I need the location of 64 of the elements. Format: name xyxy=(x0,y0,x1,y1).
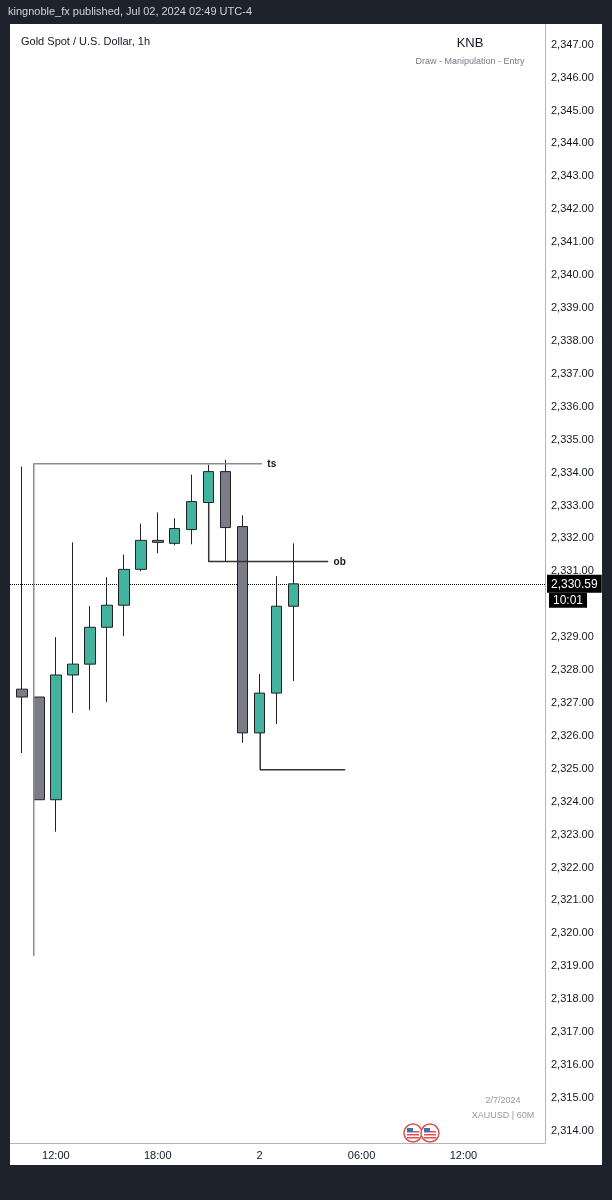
y-tick-label: 2,324.00 xyxy=(551,794,594,807)
x-tick-label: 18:00 xyxy=(144,1148,172,1161)
annotation: XAUUSD | 60M xyxy=(471,1109,535,1120)
y-tick-label: 2,322.00 xyxy=(551,860,594,873)
annotation: KNB xyxy=(456,35,484,50)
candlestick xyxy=(67,541,79,714)
text: kingnoble_fx published, Jul 02, 2024 02:49 UTC-4 xyxy=(8,5,252,17)
y-tick-label: 2,340.00 xyxy=(551,268,594,281)
annotation: ob xyxy=(333,555,346,567)
y-tick-label: 2,342.00 xyxy=(551,202,594,215)
candlestick xyxy=(254,673,265,734)
y-tick-label: 2,337.00 xyxy=(551,366,594,379)
candlestick xyxy=(169,517,180,546)
annotation: Draw - Manipulation - Entry xyxy=(415,55,526,66)
candlestick xyxy=(84,605,96,711)
text: Gold Spot / U.S. Dollar, 1h xyxy=(21,34,151,47)
text: 10:01 xyxy=(553,592,584,607)
candlestick xyxy=(271,575,282,725)
candlestick xyxy=(16,466,28,754)
y-tick-label: 2,328.00 xyxy=(551,663,594,676)
y-tick-label: 2,344.00 xyxy=(551,136,594,149)
y-tick-label: 2,339.00 xyxy=(551,301,594,314)
y-tick-label: 2,343.00 xyxy=(551,169,594,182)
candlestick xyxy=(237,514,248,744)
y-tick-label: 2,314.00 xyxy=(551,1123,594,1136)
y-tick-label: 2,347.00 xyxy=(551,37,594,50)
x-tick-label: 06:00 xyxy=(347,1148,376,1161)
x-tick-label: 12:00 xyxy=(449,1148,478,1161)
candlestick xyxy=(135,523,147,572)
y-tick-label: 2,332.00 xyxy=(551,531,594,544)
y-tick-label: 2,323.00 xyxy=(551,827,594,840)
y-tick-label: 2,346.00 xyxy=(551,70,594,83)
ref-line-label: 2,330.59 xyxy=(551,576,599,591)
y-tick-label: 2,319.00 xyxy=(551,959,594,972)
y-tick-label: 2,345.00 xyxy=(551,103,594,116)
candlestick xyxy=(288,542,299,682)
y-tick-label: 2,336.00 xyxy=(551,399,594,412)
candlestick xyxy=(186,474,197,545)
x-tick-label: 2 xyxy=(256,1148,263,1161)
y-tick-label: 2,326.00 xyxy=(551,728,594,741)
y-tick-label: 2,338.00 xyxy=(551,333,594,346)
y-tick-label: 2,325.00 xyxy=(551,761,594,774)
y-tick-label: 2,335.00 xyxy=(551,432,594,445)
y-tick-label: 2,320.00 xyxy=(551,926,594,939)
y-tick-label: 2,321.00 xyxy=(551,893,594,906)
y-tick-label: 2,329.00 xyxy=(551,630,594,643)
y-tick-label: 2,315.00 xyxy=(551,1090,594,1103)
candlestick xyxy=(101,576,113,703)
y-tick-label: 2,341.00 xyxy=(551,235,594,248)
x-tick-label: 12:00 xyxy=(42,1148,70,1161)
y-tick-label: 2,327.00 xyxy=(551,695,594,708)
y-tick-label: 2,317.00 xyxy=(551,1025,594,1038)
y-tick-label: 2,318.00 xyxy=(551,992,594,1005)
y-tick-label: 2,331.00 xyxy=(551,564,594,577)
y-tick-label: 2,333.00 xyxy=(551,498,594,511)
candlestick xyxy=(118,554,130,637)
y-tick-label: 2,334.00 xyxy=(551,465,594,478)
candlestick xyxy=(220,459,231,562)
candlestick xyxy=(152,511,164,554)
candlestick xyxy=(203,464,214,505)
annotation: 2/7/2024 xyxy=(485,1094,521,1105)
candlestick xyxy=(50,636,62,833)
annotation: ts xyxy=(267,458,277,470)
y-tick-label: 2,316.00 xyxy=(551,1058,594,1071)
